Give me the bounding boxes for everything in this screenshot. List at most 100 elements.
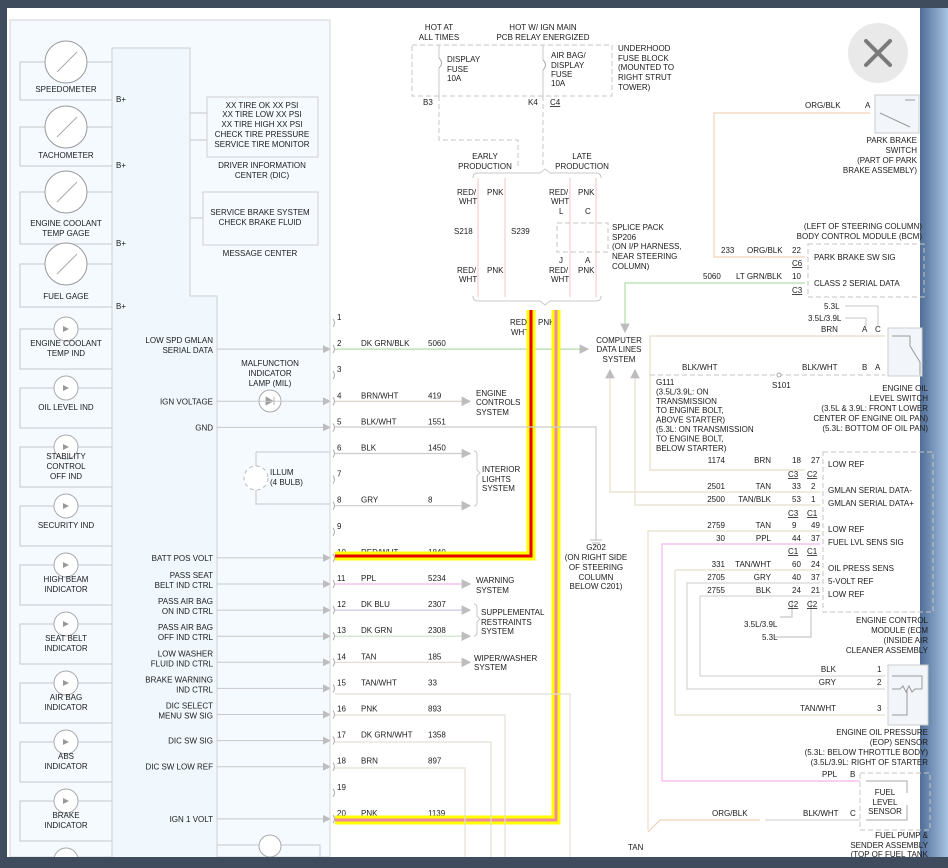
indicator-label: AIR BAG bbox=[50, 693, 82, 702]
message-center: SERVICE BRAKE SYSTEM CHECK BRAKE FLUID M… bbox=[190, 191, 319, 258]
warning-system-label: SYSTEM bbox=[476, 586, 509, 595]
indicator-label: ABS bbox=[58, 752, 74, 761]
diode-icon bbox=[63, 739, 69, 745]
wire-color: BLK/WHT bbox=[802, 363, 838, 372]
message-center-title: MESSAGE CENTER bbox=[223, 249, 298, 258]
connector-id: C3 bbox=[788, 470, 799, 479]
circuit-number: 5060 bbox=[428, 339, 446, 348]
destination-labels: ENGINE CONTROLS SYSTEM INTERIOR LIGHTS S… bbox=[473, 336, 642, 672]
indicator-label: STABILITY bbox=[46, 452, 86, 461]
cluster-function-label: BATT POS VOLT bbox=[152, 554, 213, 563]
g202-label: (ON RIGHT SIDE bbox=[565, 553, 628, 562]
connector-cavity-icon bbox=[332, 553, 335, 563]
data-lines-label: DATA LINES bbox=[596, 345, 641, 354]
wire-color: PPL bbox=[822, 770, 838, 779]
g111-label: G111 bbox=[656, 378, 675, 387]
wire-color: TAN bbox=[756, 521, 772, 530]
pin-number: 21 bbox=[811, 586, 820, 595]
gauge-icon bbox=[44, 105, 88, 149]
driver-information-center: XX TIRE OK XX PSI XX TIRE LOW XX PSI XX … bbox=[190, 96, 319, 180]
close-button[interactable] bbox=[848, 23, 908, 83]
indicator-label: ENGINE COOLANT bbox=[30, 339, 102, 348]
connector-cavity-icon bbox=[332, 605, 335, 615]
circuit-number: 1139 bbox=[428, 809, 446, 818]
g111-label: BELOW STARTER) bbox=[656, 444, 727, 453]
eop-label: (5.3L: BELOW THROTTLE BODY) bbox=[805, 748, 929, 757]
ground-icon bbox=[590, 533, 602, 547]
circuit-number: 2500 bbox=[707, 495, 725, 504]
dic-line: XX TIRE LOW XX PSI bbox=[222, 110, 301, 119]
gauge-label: ENGINE COOLANT bbox=[30, 219, 102, 228]
engine-oil-level-switch: 5.3L 3.5L/3.9L BRN A C BLK/WHT BLK/WHT B… bbox=[682, 302, 929, 433]
gauge-label: SPEEDOMETER bbox=[35, 85, 97, 94]
ecm-row: 331 TAN/WHT 60 24 OIL PRESS SENS bbox=[712, 560, 894, 573]
b-plus-label: B+ bbox=[116, 302, 126, 311]
ecm-function: GMLAN SERIAL DATA+ bbox=[828, 499, 914, 508]
fuel-sensor-label: LEVEL bbox=[873, 798, 898, 807]
g111-label: TO ENGINE BOLT, bbox=[656, 406, 724, 415]
g202-label: COLUMN bbox=[579, 573, 614, 582]
circuit-number: 2705 bbox=[707, 573, 725, 582]
highlighted-circuit-pnk[interactable] bbox=[335, 310, 561, 825]
wire-label: PNK bbox=[487, 188, 504, 197]
dic-line: CHECK TIRE PRESSURE bbox=[215, 130, 310, 139]
production-label: PRODUCTION bbox=[458, 162, 512, 171]
fuel-pump-label: FUEL PUMP & bbox=[875, 831, 929, 840]
gauge-label: FUEL GAGE bbox=[43, 292, 89, 301]
wire-color: GRY bbox=[819, 678, 837, 687]
production-label: PRODUCTION bbox=[555, 162, 609, 171]
wire-color: BRN bbox=[754, 456, 771, 465]
indicator-label: CONTROL bbox=[46, 462, 86, 471]
splice-label: S101 bbox=[772, 381, 791, 390]
pin-number: 22 bbox=[792, 246, 801, 255]
highlighted-circuit-red-wht[interactable] bbox=[335, 310, 536, 561]
circuit-number: 419 bbox=[428, 391, 442, 400]
pin-number: 33 bbox=[792, 482, 801, 491]
connector-pin-5: 5 BLK/WHT 1551 GND bbox=[195, 417, 446, 432]
eop-label: ENGINE OIL PRESSURE bbox=[836, 728, 928, 737]
pin-number: 49 bbox=[811, 521, 820, 530]
indicator-label: SEAT BELT bbox=[45, 634, 87, 643]
wire-color: TAN/WHT bbox=[800, 704, 836, 713]
circuit-number: 5234 bbox=[428, 574, 446, 583]
wire-color: GRY bbox=[361, 496, 379, 505]
indicator-label: INDICATOR bbox=[44, 585, 87, 594]
warning-system-label: WARNING bbox=[476, 576, 514, 585]
connector-id: C6 bbox=[792, 259, 803, 268]
cluster-function-label: BELT IND CTRL bbox=[155, 581, 214, 590]
g111-label: (5.3L: ON TRANSMISSION bbox=[656, 425, 754, 434]
pin-number: 20 bbox=[337, 809, 346, 818]
park-brake-label: PARK BRAKE bbox=[866, 136, 917, 145]
cluster-function-label: MENU SW SIG bbox=[158, 712, 213, 721]
fuse-label: DISPLAY bbox=[551, 61, 585, 70]
pin-label: A bbox=[862, 325, 868, 334]
srs-label: SUPPLEMENTAL bbox=[481, 608, 545, 617]
power-label: HOT AT bbox=[425, 23, 453, 32]
pin-number: 18 bbox=[337, 757, 346, 766]
connector-pin-6: 6 BLK 1450 bbox=[332, 444, 472, 459]
pin-label: B bbox=[850, 770, 855, 779]
connector-pin-18: 18 BRN 897 DIC SW LOW REF bbox=[145, 757, 441, 772]
park-brake-switch: ORG/BLK A PARK BRAKE SWITCH (PART OF PAR… bbox=[805, 94, 920, 175]
wire-color: BLK/WHT bbox=[803, 809, 839, 818]
cluster-function-label: FLUID IND CTRL bbox=[151, 659, 214, 668]
ecm-row: C3 C1 bbox=[788, 509, 818, 518]
diode-icon bbox=[63, 562, 69, 568]
connector-pin-9: 9 bbox=[332, 522, 342, 537]
engine-oil-pressure-sensor: BLK 1 GRY 2 TAN/WHT 3 ENGINE OIL PRESSUR… bbox=[800, 664, 929, 767]
circuit-number: 2755 bbox=[707, 586, 725, 595]
connector-pin-19: 19 bbox=[332, 783, 346, 798]
gauge-label: TEMP GAGE bbox=[42, 229, 89, 238]
wire-label: WHT bbox=[551, 275, 569, 284]
connector-pin-3: 3 bbox=[332, 365, 342, 380]
ecm-function: FUEL LVL SENS SIG bbox=[828, 538, 904, 547]
connector-label: K4 bbox=[528, 98, 538, 107]
pin-number: 15 bbox=[337, 678, 346, 687]
g202-label: G202 bbox=[586, 543, 606, 552]
indicator-box bbox=[19, 682, 112, 724]
